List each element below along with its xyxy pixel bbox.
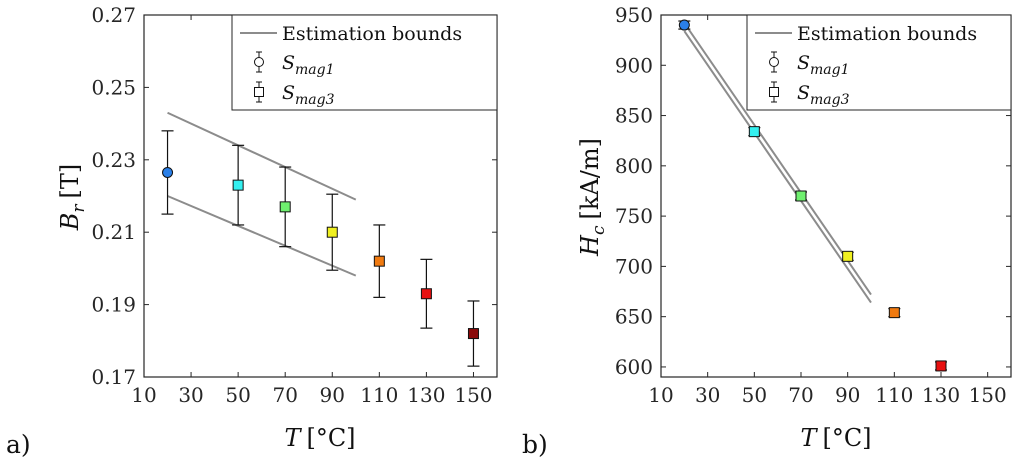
x-axis-label: T [°C]: [800, 424, 871, 452]
x-tick-label: 90: [320, 383, 345, 407]
x-tick-label: 10: [648, 383, 673, 407]
y-tick-label: 0.25: [91, 75, 136, 99]
x-tick-label: 90: [835, 383, 860, 407]
x-tick-label: 70: [788, 383, 813, 407]
panel-label: a): [6, 430, 31, 459]
x-tick-label: 50: [225, 383, 250, 407]
data-point-square: [373, 255, 385, 267]
estimation-bound-line: [683, 30, 872, 304]
y-axis-label: Hc[kA/m]: [576, 138, 609, 257]
panel-label: b): [522, 430, 548, 459]
y-tick-label: 0.17: [91, 365, 136, 389]
x-tick-label: 70: [272, 383, 297, 407]
x-tick-label: 50: [742, 383, 767, 407]
legend-box: [231, 14, 498, 111]
legend-label: Smag1: [797, 52, 850, 78]
legend-square-swatch: [769, 87, 779, 97]
y-tick-label: 700: [615, 254, 653, 278]
legend-label: Estimation bounds: [282, 23, 462, 45]
estimation-bound-line: [683, 22, 872, 296]
data-point-square: [279, 201, 291, 213]
estimation-bound-line: [167, 111, 357, 201]
estimation-bound-line: [167, 195, 357, 277]
x-tick-label: 110: [360, 383, 398, 407]
data-point-square: [420, 288, 432, 300]
y-tick-label: 850: [615, 104, 653, 128]
chart-remanence: 10 30 50 70 90 110 130 150 0.17 0.19 0.21 0.23 0.25 0…: [6, 3, 498, 459]
legend-label: Smag3: [797, 82, 850, 108]
y-tick-label: 0.23: [91, 148, 136, 172]
chart-coercivity: 10 30 50 70 90 110 130 150 600 650 700 750 800 850 900…: [522, 3, 1012, 459]
data-point-square: [748, 126, 760, 138]
legend-circle-swatch: [254, 57, 264, 67]
data-point-square: [467, 328, 479, 340]
legend-square-swatch: [254, 87, 264, 97]
data-point-square: [842, 250, 854, 262]
y-tick-label: 650: [615, 305, 653, 329]
y-tick-label: 0.21: [91, 220, 136, 244]
data-point-square: [888, 307, 900, 319]
x-tick-label: 150: [454, 383, 492, 407]
y-tick-label: 600: [615, 355, 653, 379]
y-tick-label: 0.27: [91, 3, 136, 27]
data-point-circle: [678, 19, 690, 31]
x-tick-label: 30: [178, 383, 203, 407]
data-point-square: [326, 226, 338, 238]
x-tick-label: 130: [407, 383, 445, 407]
x-axis-label: T [°C]: [284, 424, 355, 452]
legend-label: Smag3: [282, 82, 335, 108]
x-tick-label: 30: [695, 383, 720, 407]
x-tick-label: 130: [922, 383, 960, 407]
data-point-square: [232, 179, 244, 191]
legend-label: Estimation bounds: [797, 23, 977, 45]
legend-circle-swatch: [769, 57, 779, 67]
y-tick-label: 950: [615, 3, 653, 27]
y-tick-label: 800: [615, 154, 653, 178]
y-tick-label: 900: [615, 53, 653, 77]
legend-label: Smag1: [282, 52, 335, 78]
data-point-square: [795, 190, 807, 202]
x-tick-label: 110: [875, 383, 913, 407]
x-tick-label: 10: [131, 383, 156, 407]
y-tick-label: 750: [615, 204, 653, 228]
y-tick-label: 0.19: [91, 293, 136, 317]
data-point-circle: [162, 166, 174, 178]
legend-box: [746, 14, 1012, 111]
y-axis-label: Br[T]: [56, 164, 89, 232]
data-point-square: [935, 360, 947, 372]
x-tick-label: 150: [969, 383, 1007, 407]
